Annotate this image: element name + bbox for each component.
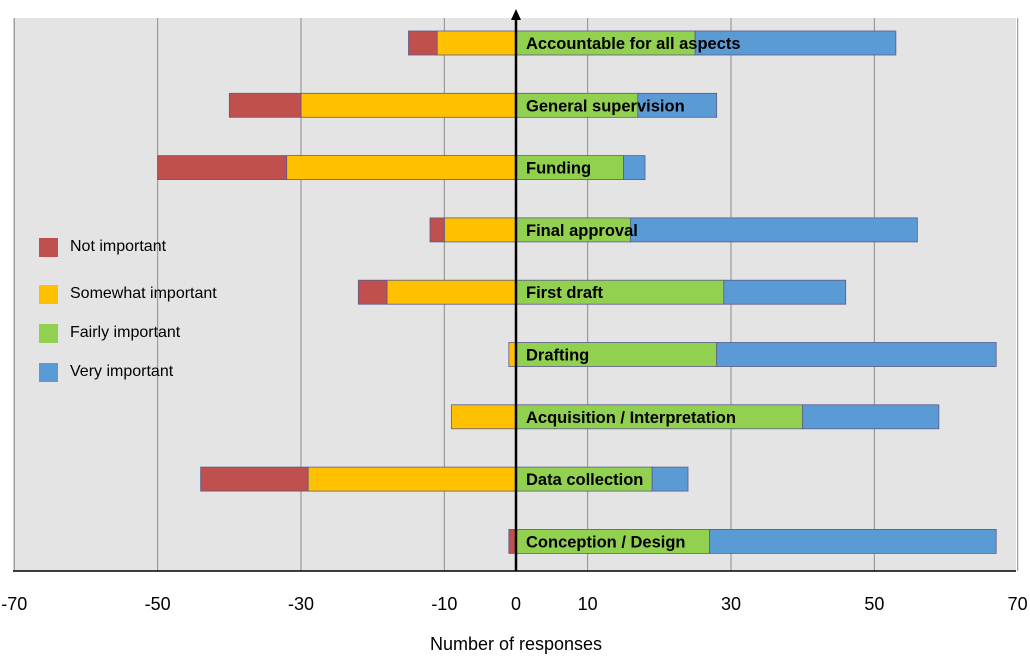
zero-axis-arrow-icon (511, 9, 521, 20)
x-tick-label: 10 (578, 594, 598, 614)
legend-swatch (39, 324, 58, 343)
legend-label: Somewhat important (70, 285, 217, 302)
bar-not-important (157, 155, 288, 181)
x-tick-label: 30 (721, 594, 741, 614)
category-label: Acquisition / Interpretation (526, 409, 736, 427)
bar-very-important (723, 279, 847, 305)
bar-segments (157, 30, 997, 554)
bar-not-important (408, 30, 438, 56)
bar-very-important (630, 217, 918, 243)
category-label: Data collection (526, 471, 643, 489)
category-label: Drafting (526, 347, 589, 365)
x-tick-label: -70 (1, 594, 27, 614)
bar-not-important (228, 92, 302, 118)
bar-very-important (716, 342, 997, 367)
x-axis-title: Number of responses (430, 634, 602, 654)
bar-fairly-important (515, 466, 653, 492)
legend: Not important Somewhat important Fairly im… (39, 238, 217, 382)
category-label: Funding (526, 160, 591, 178)
category-labels: Accountable for all aspects General super… (526, 35, 741, 551)
x-tick-label: -50 (145, 594, 171, 614)
bar-somewhat-important (300, 92, 517, 118)
bar-fairly-important (515, 404, 804, 430)
bar-very-important (623, 155, 646, 181)
bar-very-important (637, 92, 718, 118)
bar-somewhat-important (286, 155, 517, 181)
x-tick-label: -30 (288, 594, 314, 614)
bar-not-important (357, 279, 388, 305)
legend-swatch (39, 238, 58, 257)
category-label: First draft (526, 284, 604, 302)
bar-fairly-important (515, 342, 718, 367)
axes (13, 9, 1016, 572)
bar-somewhat-important (451, 404, 517, 430)
bar-not-important (429, 217, 445, 243)
x-tick-label: 70 (1008, 594, 1028, 614)
bar-fairly-important (515, 279, 725, 305)
bar-somewhat-important (386, 279, 517, 305)
x-tick-labels: -70 -50 -30 -10 0 10 30 50 70 (1, 594, 1027, 614)
x-tick-label: 50 (864, 594, 884, 614)
category-label: Accountable for all aspects (526, 35, 741, 53)
bar-very-important (651, 466, 689, 492)
legend-label: Very important (70, 363, 174, 380)
category-label: Conception / Design (526, 533, 686, 551)
category-label: General supervision (526, 97, 685, 115)
bar-fairly-important (515, 92, 639, 118)
legend-label: Not important (70, 238, 167, 255)
bar-very-important (802, 404, 940, 430)
bar-very-important (709, 529, 997, 554)
category-label: Final approval (526, 222, 638, 240)
x-tick-label: 0 (511, 594, 521, 614)
legend-label: Fairly important (70, 324, 181, 341)
bar-not-important (200, 466, 309, 492)
bar-somewhat-important (443, 217, 517, 243)
bar-somewhat-important (307, 466, 517, 492)
bar-very-important (694, 30, 897, 56)
legend-swatch (39, 285, 58, 304)
bar-somewhat-important (436, 30, 517, 56)
x-tick-label: -10 (431, 594, 457, 614)
legend-swatch (39, 363, 58, 382)
